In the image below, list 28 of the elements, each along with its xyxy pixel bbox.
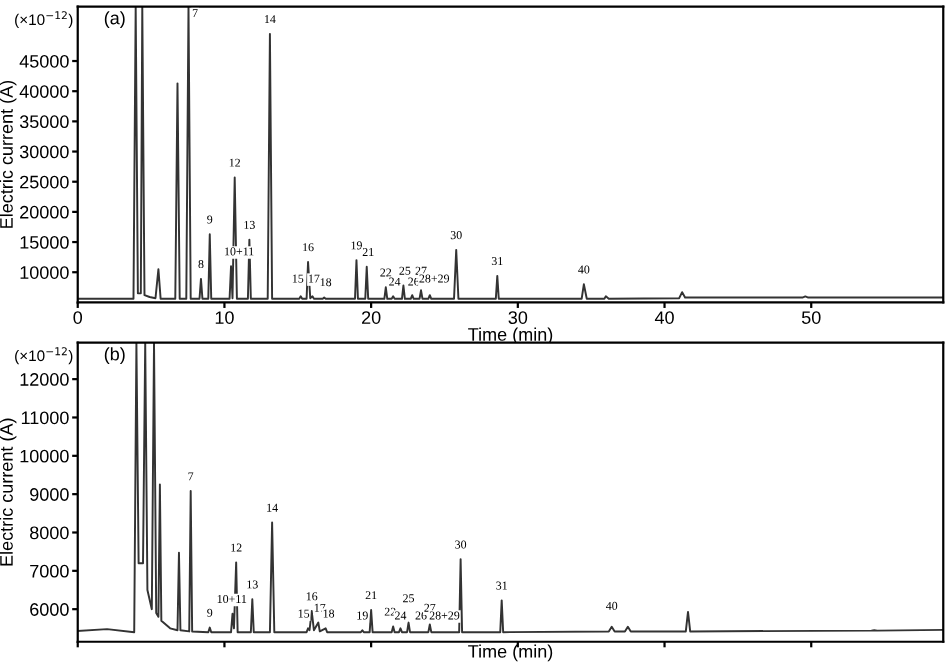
x-axis-title: Time (min): [468, 644, 553, 662]
y-tick-label: 6000: [30, 603, 69, 616]
y-tick-label: 45000: [19, 54, 69, 68]
y-tick-label: 25000: [20, 175, 69, 189]
x-tick-label: 50: [801, 311, 821, 324]
annotation: (b): [104, 347, 125, 365]
y-tick-label: 8000: [30, 526, 69, 540]
y-tick-label: 12000: [20, 373, 69, 386]
y-tick-label: 15000: [20, 235, 69, 249]
y-tick-label: 35000: [19, 115, 69, 129]
y-tick-label: 40000: [19, 85, 69, 98]
y-tick-label: 7000: [30, 564, 69, 578]
y-tick-label: 30000: [19, 145, 69, 159]
x-tick-label: 20: [362, 311, 381, 324]
x-tick-label: 30: [508, 311, 528, 324]
line-series: [77, 6, 944, 300]
x-tick-label: 40: [654, 311, 674, 324]
y-tick-label: 11000: [21, 411, 69, 425]
y-tick-label: 9000: [30, 488, 69, 501]
y-axis-title: Electric current (A): [0, 80, 17, 228]
y-tick-label: 20000: [20, 205, 69, 219]
x-axis-title: Time (min): [468, 327, 553, 345]
y-tick-label: 10000: [20, 449, 69, 463]
y-tick-label: 10000: [20, 266, 69, 279]
annotation: (a): [104, 11, 125, 28]
y-axis-title: Electric current (A): [0, 418, 17, 566]
x-tick-label: 0: [73, 311, 83, 324]
x-tick-label: 10: [215, 311, 234, 324]
